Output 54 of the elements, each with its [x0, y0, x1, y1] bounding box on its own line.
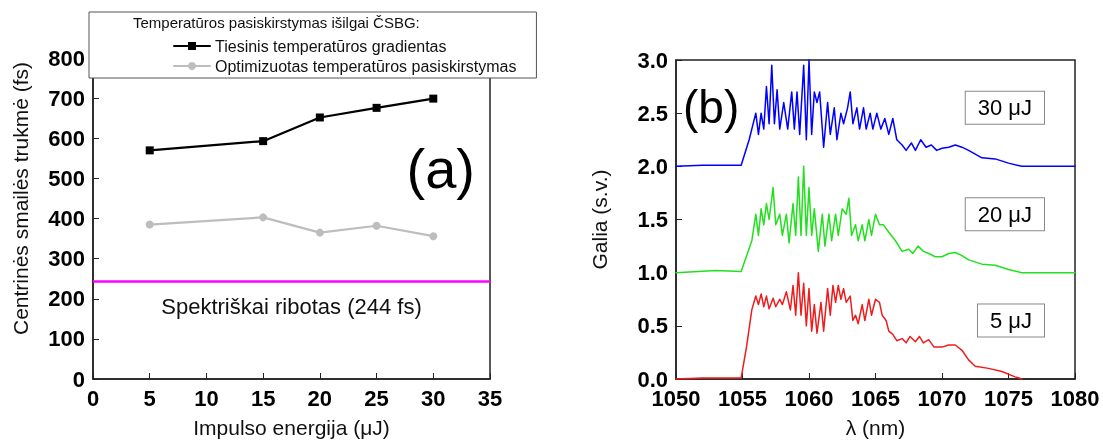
y-tick-label: 0.0 — [637, 366, 668, 392]
y-tick-label: 1.0 — [637, 260, 668, 286]
y-tick-label: 200 — [48, 286, 85, 312]
y-tick-label: 2.5 — [637, 100, 668, 126]
ref-line-label: Spektriškai ribotas (244 fs) — [161, 293, 422, 319]
y-tick-label: 800 — [48, 45, 85, 71]
y-tick-label: 400 — [48, 206, 85, 232]
legend-title: Temperatūros pasiskirstymas išilgai ČSBG: — [133, 14, 420, 31]
x-tick-label: 1065 — [851, 385, 900, 411]
x-axis-title: Impulso energija (μJ) — [193, 416, 390, 439]
annotation: (a) — [406, 136, 476, 200]
point — [315, 228, 324, 237]
point — [372, 221, 381, 230]
series-label: 30 μJ — [977, 95, 1033, 121]
point — [315, 113, 324, 122]
x-axis-title: λ (nm) — [845, 416, 906, 439]
y-tick-label: 1.5 — [637, 207, 668, 232]
point — [145, 220, 154, 229]
y-tick-label: 3.0 — [637, 47, 668, 73]
x-tick-label: 15 — [250, 385, 276, 411]
annotation: (b) — [683, 81, 740, 133]
x-tick-label: 1080 — [1050, 385, 1100, 411]
x-tick-label: 20 — [307, 385, 333, 411]
line-series — [675, 59, 1076, 168]
x-tick-label: 1070 — [917, 385, 967, 411]
point — [429, 232, 438, 241]
y-tick-label: 600 — [48, 125, 85, 151]
point — [145, 146, 154, 155]
y-axis-title: Centrinės smailės trukmė (fs) — [9, 61, 32, 336]
y-tick-label: 500 — [48, 165, 85, 191]
point — [259, 213, 268, 222]
y-tick-label: 100 — [48, 326, 85, 352]
x-tick-label: 25 — [364, 385, 389, 411]
line-series — [675, 165, 1076, 274]
point — [429, 94, 438, 103]
x-tick-label: 10 — [194, 385, 219, 411]
x-tick-label: 1060 — [784, 385, 834, 411]
y-axis-title: Galia (s.v.) — [588, 169, 611, 270]
x-tick-label: 30 — [421, 385, 446, 411]
y-tick-label: 0.5 — [637, 313, 668, 339]
y-tick-label: 2.0 — [637, 153, 668, 179]
y-tick-label: 700 — [48, 85, 85, 111]
y-tick-label: 300 — [48, 246, 85, 272]
point — [372, 103, 381, 112]
series-label: 20 μJ — [977, 201, 1033, 227]
point — [259, 137, 268, 146]
y-tick-label: 0 — [72, 366, 85, 392]
legend-label: Tiesinis temperatūros gradientas — [215, 37, 447, 55]
legend-label: Optimizuotas temperatūros pasiskirstymas — [215, 57, 517, 75]
x-tick-label: 5 — [143, 385, 156, 411]
x-tick-label: 1055 — [718, 385, 767, 411]
x-tick-label: 1075 — [984, 385, 1033, 411]
series-label: 5 μJ — [989, 308, 1033, 334]
x-tick-label: 35 — [477, 385, 503, 411]
